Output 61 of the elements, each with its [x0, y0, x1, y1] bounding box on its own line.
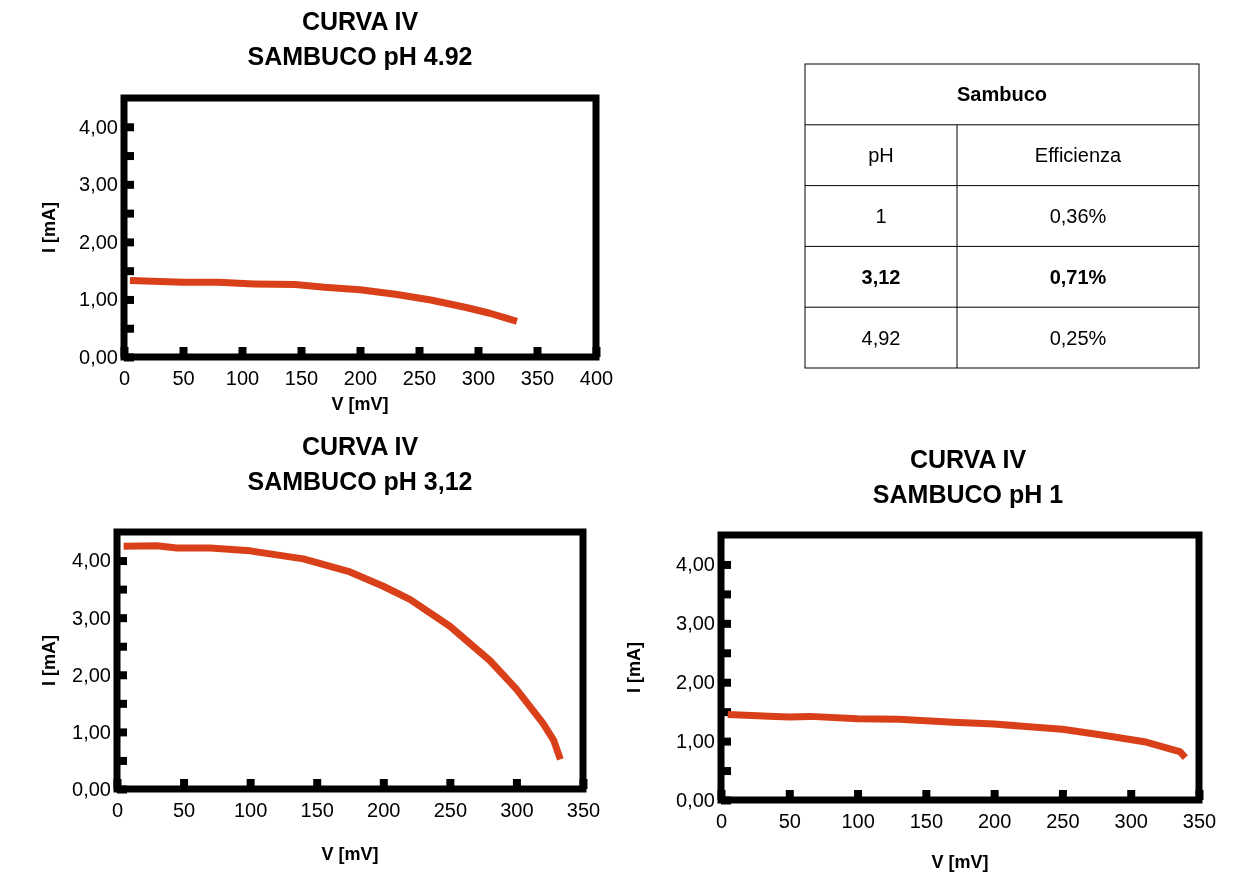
x-axis-title: V [mV]: [931, 852, 989, 872]
x-tick-label: 100: [225, 367, 260, 390]
text: 3,12: [861, 265, 901, 288]
text: 0,71%: [1049, 265, 1107, 288]
chart-subtitle: SAMBUCO pH 4.92: [247, 42, 473, 70]
text: pH: [868, 144, 894, 167]
x-tick-label: 300: [500, 799, 534, 822]
x-tick-label: 150: [909, 810, 944, 833]
chart-subtitle: SAMBUCO pH 1: [872, 480, 1064, 508]
x-tick-label: 250: [433, 799, 468, 822]
text: 4,92: [861, 326, 901, 349]
text: 0,36%: [1049, 205, 1107, 227]
x-tick-label: 350: [566, 799, 601, 822]
x-tick-label: 150: [284, 367, 319, 390]
x-tick-label: 250: [402, 367, 437, 390]
x-tick-label: 150: [300, 799, 334, 822]
chart-title: CURVA IV: [909, 445, 1027, 473]
x-tick-label: 0: [715, 810, 728, 833]
y-axis-title: I [mA]: [39, 635, 59, 686]
chart-title: CURVA IV: [301, 432, 419, 460]
y-tick-label: 3,00: [72, 606, 111, 629]
y-tick-label: 0,00: [676, 788, 715, 811]
y-tick-label: 2,00: [72, 663, 111, 686]
y-tick-label: 2,00: [676, 671, 715, 694]
x-axis-title: V [mV]: [321, 844, 379, 864]
text: 1: [875, 205, 887, 227]
x-tick-label: 200: [367, 799, 401, 822]
y-axis-title: I [mA]: [39, 202, 59, 253]
x-tick-label: 0: [118, 367, 131, 390]
y-tick-label: 3,00: [79, 173, 118, 196]
y-tick-label: 2,00: [79, 230, 118, 253]
x-tick-label: 300: [1114, 810, 1148, 833]
x-tick-label: 100: [841, 810, 875, 833]
text: Efficienza: [1034, 144, 1123, 167]
y-axis-title: I [mA]: [624, 642, 644, 693]
x-tick-label: 300: [461, 367, 496, 390]
y-tick-label: 1,00: [676, 730, 715, 753]
x-tick-label: 250: [1046, 810, 1080, 833]
x-tick-label: 50: [172, 367, 195, 390]
y-tick-label: 3,00: [676, 612, 715, 635]
chart-title: CURVA IV: [301, 7, 419, 35]
y-tick-label: 4,00: [72, 549, 111, 572]
x-tick-label: 50: [778, 810, 801, 833]
y-tick-label: 1,00: [72, 720, 111, 743]
x-tick-label: 200: [343, 367, 378, 390]
chart-subtitle: SAMBUCO pH 3,12: [247, 467, 473, 495]
y-tick-label: 0,00: [79, 345, 118, 368]
y-tick-label: 4,00: [79, 115, 118, 138]
x-tick-label: 350: [520, 367, 555, 390]
x-tick-label: 0: [111, 799, 124, 822]
y-tick-label: 4,00: [676, 553, 715, 576]
x-tick-label: 350: [1182, 810, 1217, 833]
text: 0,25%: [1049, 326, 1107, 349]
x-tick-label: 200: [977, 810, 1012, 833]
x-axis-title: V [mV]: [331, 394, 389, 414]
y-tick-label: 0,00: [72, 777, 111, 800]
y-tick-label: 1,00: [79, 288, 118, 311]
x-tick-label: 400: [579, 367, 614, 390]
text: Sambuco: [956, 83, 1048, 106]
x-tick-label: 50: [172, 799, 196, 822]
x-tick-label: 100: [233, 799, 268, 822]
